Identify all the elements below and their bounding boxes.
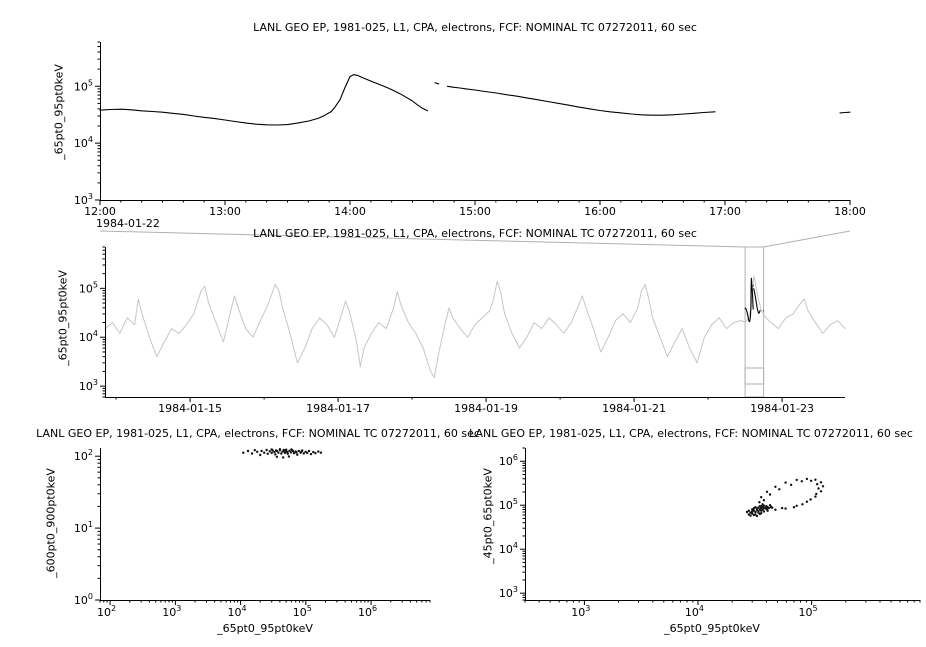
y-tick-label: 102 [74,448,93,463]
x-tick-label: 1984-01-15 [158,402,222,415]
y-tick-label: 101 [74,520,93,535]
x-tick-label: 15:00 [459,205,491,218]
top-panel-title: LANL GEO EP, 1981-025, L1, CPA, electron… [253,21,697,34]
middle-panel-title: LANL GEO EP, 1981-025, L1, CPA, electron… [253,227,697,240]
x-tick-label: 1984-01-21 [602,402,666,415]
bottom-left-x-axis-label: _65pt0_95pt0keV [217,622,313,635]
x-tick-label: 102 [97,604,116,619]
middle-axes: 103 104 105 1984-01-15 1984-01-17 1984-01-19 1… [79,246,845,415]
y-tick-label: 106 [499,453,518,468]
x-tick-label: 105 [799,604,818,619]
bottom_right-points [745,477,825,518]
x-tick-label: 16:00 [584,205,616,218]
y-tick-label: 103 [79,378,98,393]
top-y-axis-label: _65pt0_95pt0keV [52,64,66,160]
selection-connector-left [99,230,746,248]
x-tick-label: 103 [162,604,181,619]
bottom_left-plot-area[interactable] [100,448,430,600]
x-tick-label: 104 [227,604,246,619]
x-tick-label: 106 [358,604,377,619]
y-tick-label: 103 [74,192,93,207]
bottom_right-plot-area[interactable] [525,448,920,600]
x-tick-label: 1984-01-17 [306,402,370,415]
x-tick-label: 105 [293,604,312,619]
y-tick-label: 104 [499,541,518,556]
selection-handle[interactable] [744,367,765,385]
y-tick-label: 100 [74,592,93,607]
bottom_right-axes: 103 104 105 106 103 104 105 [499,447,921,619]
top-plot-area[interactable] [100,42,850,200]
bottom-right-y-axis-label: _45pt0_65pt0keV [481,468,495,564]
x-tick-label: 18:00 [834,205,866,218]
top-axes: 103 104 105 12:00 13:00 14:00 15:00 16:00 17:00 1… [74,41,866,218]
bottom-right-x-axis-label: _65pt0_95pt0keV [664,622,760,635]
bottom_left-points [242,448,323,459]
x-tick-label: 17:00 [709,205,741,218]
middle-series [104,275,846,378]
x-tick-label: 103 [571,604,590,619]
top-series [99,74,851,126]
x-tick-label: 14:00 [334,205,366,218]
bottom-left-y-axis-label: _600pt0_900pt0keV [44,468,58,578]
bottom_left-axes: 100 101 102 102 103 104 105 106 [74,448,431,619]
y-tick-label: 105 [499,497,518,512]
context-date-label: 1984-01-22 [96,217,160,230]
x-tick-label: 1984-01-23 [750,402,814,415]
y-tick-label: 105 [79,280,98,295]
bottom-right-panel-title: LANL GEO EP, 1981-025, L1, CPA, electron… [469,427,913,440]
y-tick-label: 103 [499,585,518,600]
middle-y-axis-label: _65pt0_95pt0keV [56,270,70,366]
y-tick-label: 104 [74,135,93,150]
x-tick-label: 1984-01-19 [454,402,518,415]
x-tick-label: 104 [685,604,704,619]
x-tick-label: 13:00 [209,205,241,218]
selection-connector-right [763,230,851,248]
x-tick-label: 12:00 [84,205,116,218]
middle-highlight-series [744,277,765,323]
y-tick-label: 104 [79,329,98,344]
y-tick-label: 105 [74,78,93,93]
bottom-left-panel-title: LANL GEO EP, 1981-025, L1, CPA, electron… [36,427,480,440]
